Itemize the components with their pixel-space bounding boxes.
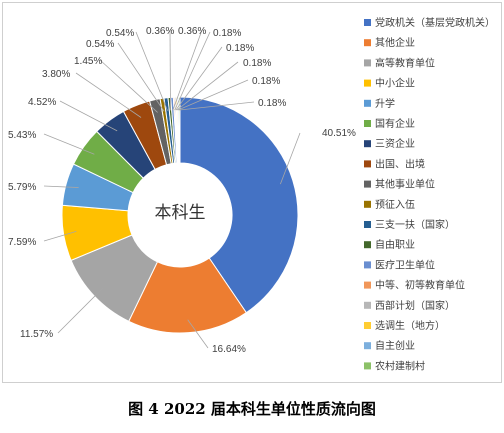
legend-label: 升学 [375, 97, 395, 110]
donut-slice [178, 96, 181, 164]
legend-swatch [364, 200, 371, 208]
legend-label: 党政机关（基层党政机关） [375, 16, 495, 29]
legend-label: 自由职业 [375, 238, 415, 251]
leader-line [57, 286, 105, 334]
data-label: 7.59% [8, 237, 36, 248]
data-label: 0.36% [178, 26, 206, 37]
legend-label: 农村建制村 [375, 359, 425, 372]
leader-line [178, 79, 249, 111]
leader-line [279, 132, 301, 185]
legend-swatch [364, 261, 371, 269]
center-label: 本科生 [155, 203, 206, 223]
leader-line [169, 29, 171, 111]
leader-line [99, 59, 158, 113]
data-label: 0.36% [146, 26, 174, 37]
leader-line [43, 133, 95, 155]
data-label: 16.64% [212, 344, 246, 355]
data-label: 3.80% [42, 69, 70, 80]
legend-label: 自主创业 [375, 339, 415, 352]
donut-slices [61, 96, 299, 334]
data-label: 0.18% [252, 76, 280, 87]
data-label: 0.18% [226, 43, 254, 54]
data-labels: 40.51% 16.64% 11.57% 7.59% 5.79% 5.43% 4.52% 3.… [8, 26, 356, 355]
leader-line [176, 61, 239, 111]
legend-swatch [364, 180, 371, 188]
legend-label: 中小企业 [375, 77, 415, 90]
leader-line [187, 319, 209, 349]
legend-swatch [364, 322, 371, 329]
data-label: 1.45% [74, 56, 102, 67]
figure-caption: 图 4 2022 届本科生单位性质流向图 [128, 400, 376, 418]
legend-swatch [364, 362, 371, 370]
legend-label: 三支一扶（国家） [375, 218, 455, 231]
legend-label: 其他事业单位 [375, 178, 435, 191]
legend-swatch [364, 281, 371, 289]
leader-line [43, 230, 77, 242]
legend-swatch [364, 241, 371, 249]
chart-frame [2, 2, 502, 383]
data-label: 5.43% [8, 130, 36, 141]
legend-swatch [364, 342, 371, 350]
donut-chart: 40.51% 16.64% 11.57% 7.59% 5.79% 5.43% 4.52% 3.… [8, 16, 495, 372]
legend-swatch [364, 39, 371, 47]
leader-lines [43, 29, 301, 349]
legend-label: 选调生（地方） [375, 319, 445, 332]
legend-label: 国有企业 [375, 117, 415, 130]
legend-swatch [364, 19, 371, 26]
data-label: 0.54% [86, 39, 114, 50]
data-label: 11.57% [20, 329, 53, 340]
legend-swatch [364, 140, 371, 148]
legend-swatch [364, 99, 371, 107]
legend-swatch [364, 79, 371, 87]
legend-label: 预征入伍 [375, 199, 415, 211]
leader-line [75, 72, 142, 118]
leader-line [174, 31, 211, 111]
leader-line [179, 101, 255, 111]
data-label: 0.54% [106, 28, 134, 39]
legend-swatch [364, 120, 371, 127]
leader-line [175, 46, 223, 111]
leader-line [117, 42, 165, 112]
leader-line [59, 100, 118, 132]
legend-label: 出国、出境 [375, 157, 425, 170]
legend-label: 其他企业 [375, 36, 415, 49]
leader-line [43, 185, 79, 188]
legend-label: 西部计划（国家） [375, 299, 455, 312]
legend-swatch [364, 59, 371, 67]
legend-swatch [364, 160, 371, 168]
legend-label: 三资企业 [375, 137, 415, 150]
legend-label: 中等、初等教育单位 [375, 279, 465, 292]
data-label: 40.51% [322, 128, 356, 139]
legend: 党政机关（基层党政机关） 其他企业高等教育单位中小企业升学国有企业三资企业出国、出… [364, 16, 495, 372]
legend-swatch [364, 221, 371, 228]
legend-label: 医疗卫生单位 [375, 258, 435, 271]
leader-line [172, 29, 203, 111]
data-label: 0.18% [243, 58, 271, 69]
data-label: 4.52% [28, 97, 56, 108]
legend-label: 高等教育单位 [375, 56, 435, 69]
legend-swatch [364, 301, 371, 309]
data-label: 5.79% [8, 182, 36, 193]
data-label: 0.18% [213, 28, 241, 39]
data-label: 0.18% [258, 98, 286, 109]
donut-slice [179, 96, 299, 314]
leader-line [135, 31, 168, 111]
